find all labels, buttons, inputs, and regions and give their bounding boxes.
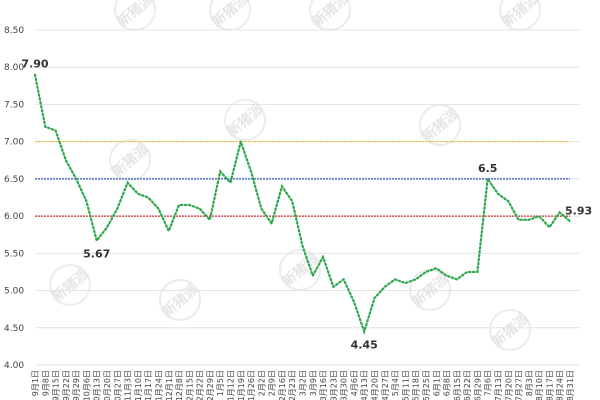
x-tick-label: 10月6日 bbox=[82, 370, 91, 400]
value-label: 5.67 bbox=[83, 248, 110, 261]
x-tick-label: 4月6日 bbox=[350, 370, 359, 396]
x-tick-label: 1月19日 bbox=[237, 370, 246, 400]
x-tick-label: 2月23日 bbox=[288, 370, 297, 400]
y-tick-label: 5.00 bbox=[4, 287, 24, 297]
y-tick-label: 6.50 bbox=[4, 175, 24, 185]
y-tick-label: 7.00 bbox=[4, 138, 24, 148]
watermark-ring bbox=[49, 264, 91, 306]
x-tick-label: 2月2日 bbox=[257, 370, 266, 396]
x-tick-label: 1月26日 bbox=[247, 370, 256, 400]
x-tick-label: 4月27日 bbox=[381, 370, 390, 400]
y-tick-label: 8.50 bbox=[4, 26, 24, 36]
x-tick-label: 6月22日 bbox=[463, 370, 472, 400]
y-tick-label: 6.00 bbox=[4, 212, 24, 222]
x-tick-label: 2月16日 bbox=[278, 370, 287, 400]
x-tick-label: 7月27日 bbox=[515, 370, 524, 400]
watermark-ring bbox=[279, 249, 321, 291]
x-tick-label: 3月2日 bbox=[299, 370, 308, 396]
x-tick-label: 5月4日 bbox=[391, 370, 400, 396]
x-tick-label: 11月24日 bbox=[154, 370, 163, 400]
x-tick-label: 5月25日 bbox=[422, 370, 431, 400]
x-tick-label: 3月30日 bbox=[340, 370, 349, 400]
x-tick-label: 9月15日 bbox=[52, 370, 61, 400]
x-tick-label: 4月20日 bbox=[371, 370, 380, 400]
x-tick-label: 9月29日 bbox=[72, 370, 81, 400]
y-tick-label: 4.00 bbox=[4, 361, 24, 371]
watermark: 新猪派 bbox=[499, 0, 543, 30]
watermark-ring bbox=[224, 99, 266, 141]
watermark: 新猪派 bbox=[209, 0, 253, 30]
watermark-ring bbox=[109, 139, 151, 181]
x-tick-label: 6月1日 bbox=[432, 370, 441, 396]
x-tick-label: 6月15日 bbox=[453, 370, 462, 400]
y-tick-label: 8.00 bbox=[4, 63, 24, 73]
data-line bbox=[33, 73, 572, 336]
watermark-ring bbox=[419, 104, 461, 146]
x-tick-label: 7月20日 bbox=[504, 370, 513, 400]
x-tick-label: 5月18日 bbox=[412, 370, 421, 400]
x-tick-label: 12月8日 bbox=[175, 370, 184, 400]
x-tick-label: 7月13日 bbox=[494, 370, 503, 400]
x-tick-label: 4月13日 bbox=[360, 370, 369, 400]
x-tick-label: 11月3日 bbox=[124, 370, 133, 400]
x-tick-label: 12月29日 bbox=[206, 370, 215, 400]
x-tick-label: 10月27日 bbox=[113, 370, 122, 400]
x-tick-label: 3月16日 bbox=[319, 370, 328, 400]
x-tick-label: 12月22日 bbox=[196, 370, 205, 400]
watermark-ring bbox=[159, 279, 201, 321]
y-tick-label: 7.50 bbox=[4, 100, 24, 110]
value-label: 6.5 bbox=[478, 162, 498, 175]
watermark: 新猪派 bbox=[114, 0, 158, 30]
x-tick-label: 8月31日 bbox=[566, 370, 575, 400]
x-tick-label: 12月15日 bbox=[185, 370, 194, 400]
x-tick-label: 8月24日 bbox=[556, 370, 565, 400]
x-tick-label: 9月22日 bbox=[62, 370, 71, 400]
y-tick-label: 4.50 bbox=[4, 324, 24, 334]
x-tick-label: 6月29日 bbox=[473, 370, 482, 400]
x-tick-label: 9月1日 bbox=[31, 370, 40, 396]
x-tick-label: 10月13日 bbox=[93, 370, 102, 400]
x-tick-label: 8月10日 bbox=[535, 370, 544, 400]
watermark-ring bbox=[489, 309, 531, 351]
x-tick-label: 1月5日 bbox=[216, 370, 225, 396]
x-tick-label: 12月1日 bbox=[165, 370, 174, 400]
x-tick-label: 1月12日 bbox=[226, 370, 235, 400]
watermark: 新猪派 bbox=[309, 0, 353, 30]
y-tick-label: 5.50 bbox=[4, 249, 24, 259]
x-tick-label: 10月20日 bbox=[103, 370, 112, 400]
x-tick-label: 3月9日 bbox=[309, 370, 318, 396]
x-tick-label: 5月11日 bbox=[401, 370, 410, 400]
x-tick-label: 11月10日 bbox=[134, 370, 143, 400]
x-tick-label: 8月3日 bbox=[525, 370, 534, 396]
x-tick-label: 8月17日 bbox=[545, 370, 554, 400]
value-label: 7.90 bbox=[21, 58, 48, 71]
value-label: 4.45 bbox=[351, 339, 378, 352]
x-tick-label: 2月9日 bbox=[268, 370, 277, 396]
value-label: 5.93 bbox=[565, 204, 592, 217]
x-tick-label: 6月8日 bbox=[443, 370, 452, 396]
x-tick-label: 7月6日 bbox=[484, 370, 493, 396]
x-tick-label: 11月17日 bbox=[144, 370, 153, 400]
x-tick-label: 9月8日 bbox=[41, 370, 50, 396]
x-tick-label: 3月23日 bbox=[329, 370, 338, 400]
